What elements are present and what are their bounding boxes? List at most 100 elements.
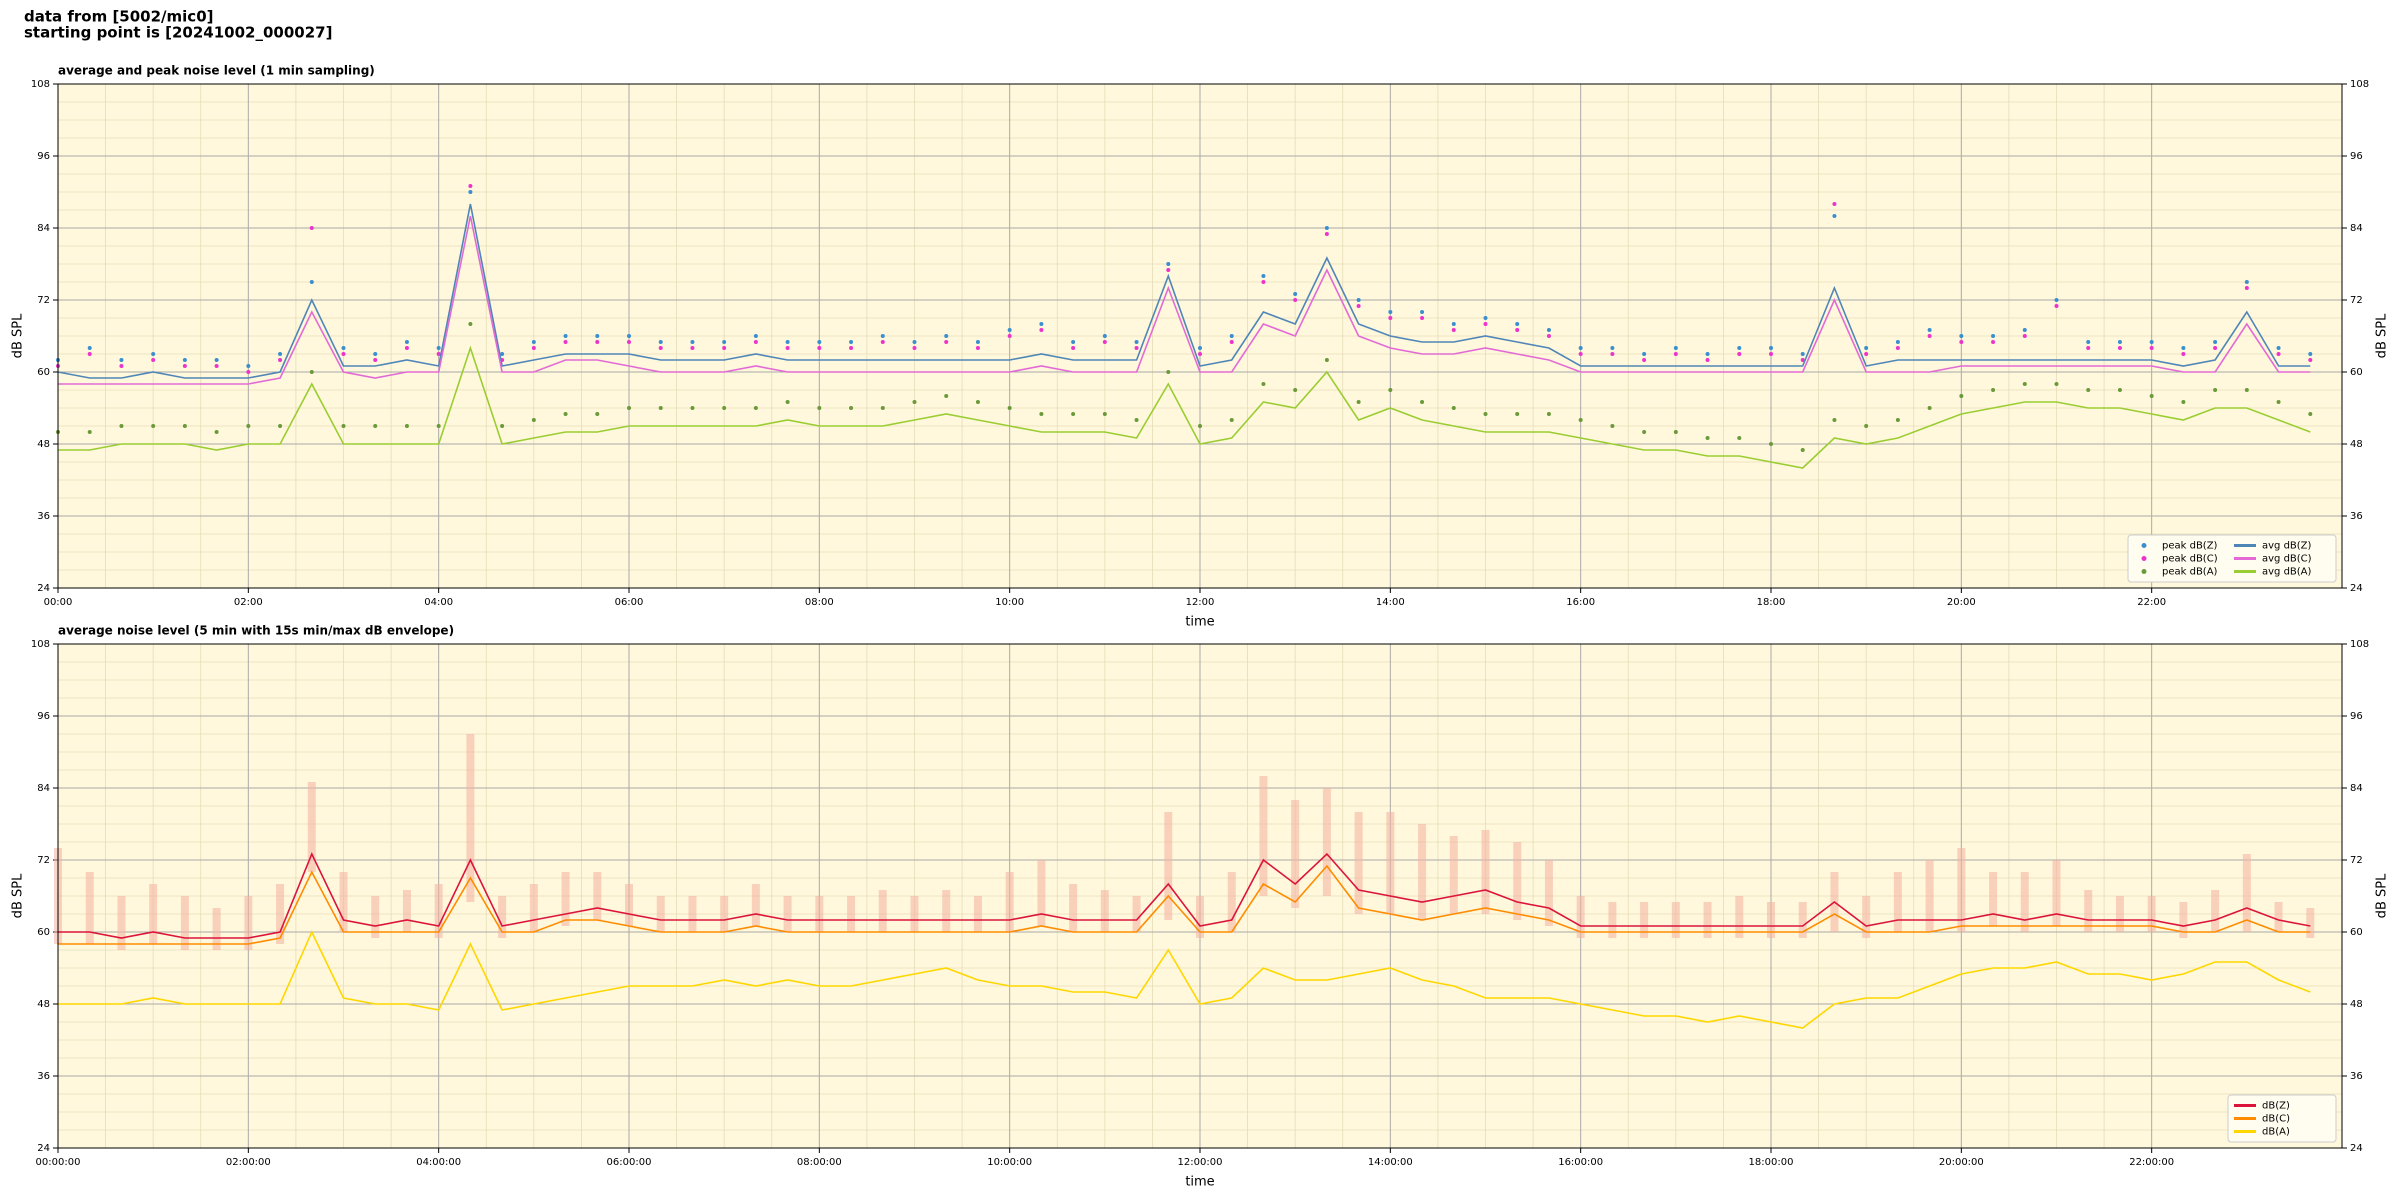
x-tick-label: 16:00 <box>1566 597 1595 608</box>
y-tick-label: 108 <box>31 639 50 650</box>
y-tick-label: 36 <box>2350 1071 2363 1082</box>
peak-point <box>1356 400 1361 404</box>
x-tick-label: 08:00:00 <box>797 1157 842 1168</box>
peak-point <box>1737 346 1742 350</box>
peak-point <box>2149 346 2154 350</box>
peak-point <box>1388 388 1393 392</box>
peak-point <box>2308 358 2313 362</box>
peak-point <box>1229 334 1234 338</box>
peak-point <box>2149 340 2154 344</box>
peak-point <box>975 340 980 344</box>
y-tick-label: 60 <box>37 927 50 938</box>
y-tick-label: 108 <box>2350 639 2369 650</box>
peak-point <box>1959 394 1964 398</box>
peak-point <box>246 364 251 368</box>
peak-point <box>1737 352 1742 356</box>
peak-point <box>1673 346 1678 350</box>
x-tick-label: 06:00 <box>615 597 644 608</box>
peak-point <box>880 406 885 410</box>
peak-point <box>1800 352 1805 356</box>
x-tick-label: 10:00 <box>995 597 1024 608</box>
peak-point <box>658 406 663 410</box>
peak-point <box>214 364 219 368</box>
peak-point <box>2244 388 2249 392</box>
peak-point <box>1578 418 1583 422</box>
peak-point <box>1483 412 1488 416</box>
peak-point <box>1610 352 1615 356</box>
x-tick-label: 10:00:00 <box>987 1157 1032 1168</box>
y-tick-label: 48 <box>2350 999 2363 1010</box>
peak-point <box>1039 328 1044 332</box>
x-tick-label: 04:00 <box>424 597 453 608</box>
peak-point <box>1737 436 1742 440</box>
legend-label: avg dB(A) <box>2262 567 2312 578</box>
peak-point <box>1515 412 1520 416</box>
peak-point <box>436 346 441 350</box>
peak-point <box>2276 346 2281 350</box>
peak-point <box>119 358 124 362</box>
y-tick-label: 72 <box>2350 855 2363 866</box>
peak-point <box>1261 274 1266 278</box>
peak-point <box>309 226 314 230</box>
peak-point <box>278 358 283 362</box>
peak-point <box>1071 412 1076 416</box>
peak-point <box>1991 388 1996 392</box>
peak-point <box>785 340 790 344</box>
peak-point <box>1769 352 1773 356</box>
peak-point <box>87 352 92 356</box>
y-tick-label: 72 <box>2350 295 2363 306</box>
y-tick-label: 60 <box>37 367 50 378</box>
peak-point <box>182 364 187 368</box>
peak-point <box>1451 322 1456 326</box>
peak-point <box>1166 370 1171 374</box>
x-tick-label: 14:00 <box>1376 597 1405 608</box>
legend-label: peak dB(Z) <box>2162 541 2218 552</box>
peak-point <box>119 424 124 428</box>
peak-point <box>1864 352 1869 356</box>
peak-point <box>722 340 727 344</box>
peak-point <box>722 406 727 410</box>
peak-point <box>944 340 949 344</box>
peak-point <box>2181 346 2186 350</box>
peak-point <box>1769 346 1773 350</box>
peak-point <box>2117 346 2122 350</box>
legend-label: avg dB(C) <box>2262 554 2312 565</box>
peak-point <box>690 346 695 350</box>
y-tick-label: 96 <box>2350 711 2363 722</box>
y-tick-label: 84 <box>2350 783 2363 794</box>
peak-point <box>341 346 346 350</box>
peak-point <box>2086 340 2091 344</box>
series-line <box>57 203 2311 379</box>
peak-point <box>627 340 631 344</box>
peak-point <box>214 430 219 434</box>
series-line <box>58 215 2311 385</box>
peak-point <box>468 184 473 188</box>
peak-point <box>2181 352 2186 356</box>
peak-point <box>1198 352 1202 356</box>
legend-label: peak dB(A) <box>2162 567 2218 578</box>
peak-point <box>880 340 885 344</box>
x-tick-label: 16:00:00 <box>1558 1157 1603 1168</box>
peak-point <box>1515 322 1520 326</box>
x-axis-label: time <box>1185 615 1214 630</box>
peak-point <box>436 424 441 428</box>
peak-point <box>595 340 600 344</box>
peak-point <box>1420 310 1425 314</box>
peak-point <box>1388 310 1393 314</box>
peak-point <box>627 334 631 338</box>
peak-point <box>1895 346 1900 350</box>
x-tick-label: 22:00 <box>2137 597 2166 608</box>
peak-point <box>1007 334 1012 338</box>
peak-point <box>975 400 980 404</box>
peak-point <box>2022 334 2027 338</box>
peak-point <box>1071 340 1076 344</box>
peak-point <box>753 334 758 338</box>
peak-point <box>563 412 568 416</box>
peak-point <box>1705 352 1710 356</box>
x-tick-label: 00:00 <box>44 597 73 608</box>
peak-point <box>1832 214 1837 218</box>
peak-point <box>373 352 378 356</box>
y-tick-label: 36 <box>2350 511 2363 522</box>
peak-point <box>404 424 409 428</box>
peak-point <box>1800 358 1805 362</box>
